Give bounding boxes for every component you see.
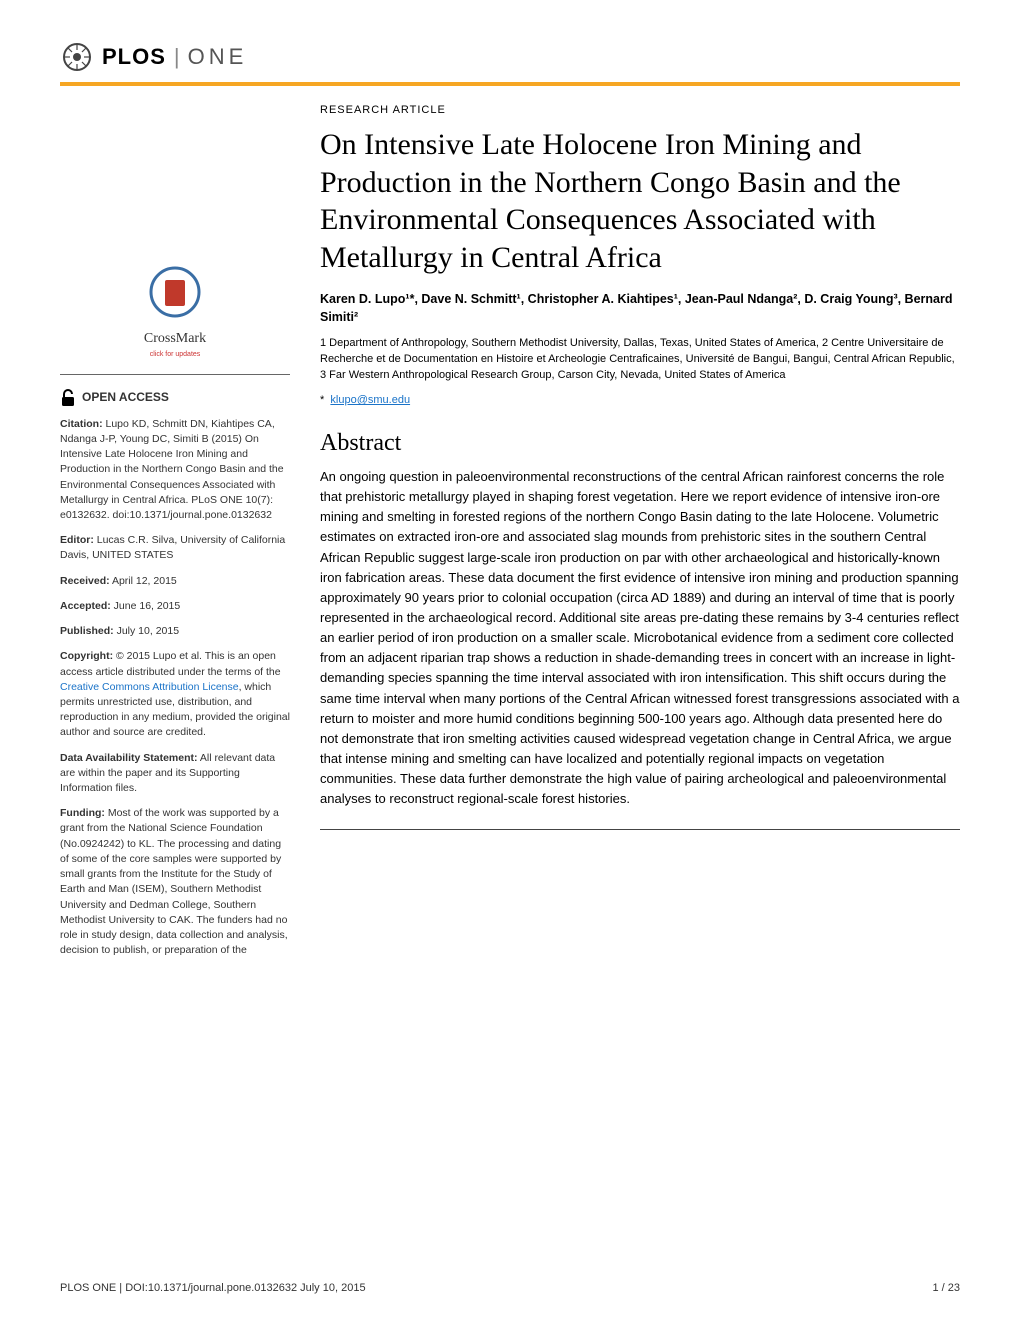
article-body: RESEARCH ARTICLE On Intensive Late Holoc… xyxy=(320,104,960,968)
author-list: Karen D. Lupo¹*, Dave N. Schmitt¹, Chris… xyxy=(320,290,960,326)
accepted-label: Accepted: xyxy=(60,600,111,612)
crossmark-icon xyxy=(147,264,203,320)
open-access-label: OPEN ACCESS xyxy=(82,389,169,406)
page-footer: PLOS ONE | DOI:10.1371/journal.pone.0132… xyxy=(60,1282,960,1294)
funding-block: Funding: Most of the work was supported … xyxy=(60,806,290,958)
sidebar-rule xyxy=(60,374,290,375)
citation-text: Lupo KD, Schmitt DN, Kiahtipes CA, Ndang… xyxy=(60,418,284,521)
crossmark-label: CrossMark xyxy=(60,329,290,349)
plos-logo: PLOS | ONE xyxy=(60,40,960,74)
footer-right: 1 / 23 xyxy=(932,1282,960,1294)
copyright-label: Copyright: xyxy=(60,650,113,662)
affiliations: 1 Department of Anthropology, Southern M… xyxy=(320,336,960,384)
brand-plos: PLOS xyxy=(102,44,166,70)
abstract-heading: Abstract xyxy=(320,430,960,457)
copyright-block: Copyright: © 2015 Lupo et al. This is an… xyxy=(60,649,290,740)
open-lock-icon xyxy=(60,389,76,407)
funding-text: Most of the work was supported by a gran… xyxy=(60,807,288,956)
corresp-symbol: * xyxy=(320,394,324,406)
received-label: Received: xyxy=(60,575,110,587)
affiliation-1: 1 Department of Anthropology, Southern M… xyxy=(320,337,819,349)
abstract-rule xyxy=(320,829,960,830)
open-access-badge: OPEN ACCESS xyxy=(60,389,290,407)
citation-block: Citation: Lupo KD, Schmitt DN, Kiahtipes… xyxy=(60,417,290,524)
published-text: July 10, 2015 xyxy=(114,625,179,637)
main-columns: CrossMark click for updates OPEN ACCESS … xyxy=(60,104,960,968)
footer-left: PLOS ONE | DOI:10.1371/journal.pone.0132… xyxy=(60,1282,366,1294)
cc-license-link[interactable]: Creative Commons Attribution License xyxy=(60,681,239,693)
crossmark-sublabel: click for updates xyxy=(60,350,290,360)
sidebar: CrossMark click for updates OPEN ACCESS … xyxy=(60,104,290,968)
editor-label: Editor: xyxy=(60,534,94,546)
received-text: April 12, 2015 xyxy=(110,575,177,587)
corresp-email-link[interactable]: klupo@smu.edu xyxy=(330,394,410,406)
data-availability-block: Data Availability Statement: All relevan… xyxy=(60,751,290,797)
citation-label: Citation: xyxy=(60,418,103,430)
corresponding-author: * klupo@smu.edu xyxy=(320,394,960,406)
editor-text: Lucas C.R. Silva, University of Californ… xyxy=(60,534,285,561)
accepted-text: June 16, 2015 xyxy=(111,600,180,612)
published-block: Published: July 10, 2015 xyxy=(60,624,290,639)
editor-block: Editor: Lucas C.R. Silva, University of … xyxy=(60,533,290,563)
accepted-block: Accepted: June 16, 2015 xyxy=(60,599,290,614)
brand-one: ONE xyxy=(188,44,248,70)
abstract-text: An ongoing question in paleoenvironmenta… xyxy=(320,467,960,809)
journal-header: PLOS | ONE xyxy=(60,40,960,86)
received-block: Received: April 12, 2015 xyxy=(60,574,290,589)
crossmark-badge[interactable]: CrossMark click for updates xyxy=(60,264,290,360)
published-label: Published: xyxy=(60,625,114,637)
article-type-label: RESEARCH ARTICLE xyxy=(320,104,960,116)
article-title: On Intensive Late Holocene Iron Mining a… xyxy=(320,126,960,276)
funding-label: Funding: xyxy=(60,807,105,819)
plos-emblem-icon xyxy=(60,40,94,74)
brand-divider: | xyxy=(174,44,180,70)
data-label: Data Availability Statement: xyxy=(60,752,198,764)
